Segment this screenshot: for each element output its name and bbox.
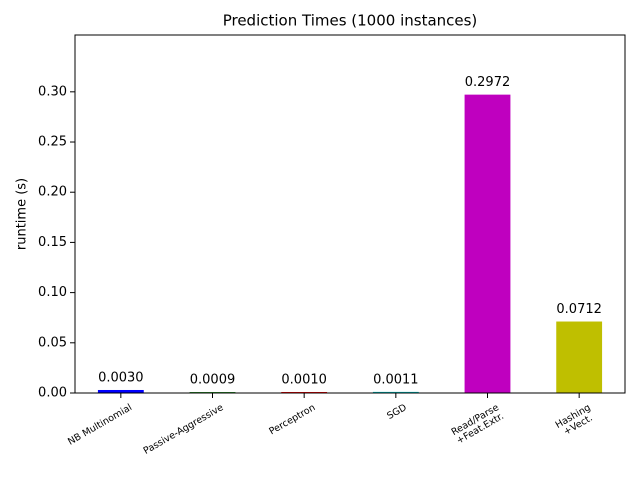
y-tick-label: 0.15 [38,235,67,250]
y-tick-label: 0.30 [38,84,67,99]
y-tick-label: 0.10 [38,285,67,300]
plot-frame [74,34,626,394]
bar [464,94,511,393]
value-label: 0.0010 [281,372,327,387]
bar [97,389,144,393]
value-label: 0.0009 [190,373,236,388]
chart-title: Prediction Times (1000 instances) [223,12,478,30]
y-tick-label: 0.25 [38,135,67,150]
value-label: 0.2972 [465,75,511,90]
bar [372,391,419,393]
bar [556,321,603,393]
bar [281,391,328,393]
value-label: 0.0011 [373,372,419,387]
y-tick-label: 0.20 [38,185,67,200]
value-label: 0.0712 [556,302,602,317]
y-axis-label: runtime (s) [15,178,30,250]
y-tick-label: 0.05 [38,335,67,350]
value-label: 0.0030 [98,370,144,385]
y-tick-label: 0.00 [38,386,67,401]
